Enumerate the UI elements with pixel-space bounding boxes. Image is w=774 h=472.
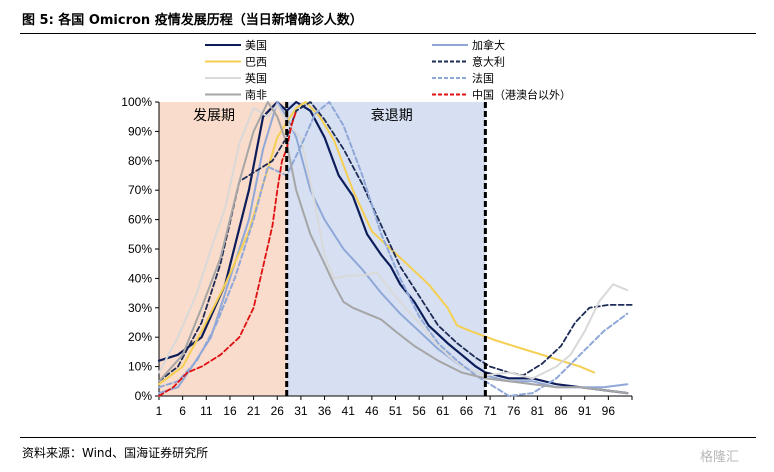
axes: 0%10%20%30%40%50%60%70%80%90%100%1 6 11 16 2… [121, 95, 633, 418]
y-tick-label: 90% [128, 124, 152, 138]
legend-label-france: 法国 [472, 71, 494, 85]
phase-backgrounds [159, 102, 486, 396]
x-tick-label: 16 [223, 404, 237, 418]
y-tick-label: 50% [128, 242, 152, 256]
title-rule [20, 33, 756, 34]
legend-label-brazil: 巴西 [245, 56, 267, 69]
phase-label-1: 发展期 [193, 108, 235, 124]
y-tick-label: 70% [128, 183, 152, 197]
watermark-logo: 格隆汇 [700, 450, 740, 465]
series-line-uk [158, 103, 629, 380]
x-tick-label: 66 [460, 404, 474, 418]
x-tick-label: 86 [554, 404, 568, 418]
x-tick-label: 96 [602, 404, 616, 418]
x-tick-label: 31 [294, 404, 308, 418]
series-line-us [157, 100, 629, 395]
series-lines [157, 100, 633, 397]
x-tick-label: 11 [200, 404, 213, 418]
series-line-france [158, 101, 629, 397]
series-line-south_africa [158, 101, 629, 395]
source-note: 资料来源：Wind、国海证券研究所 [22, 446, 209, 460]
phase-label-2: 衰退期 [371, 107, 413, 124]
y-tick-label: 40% [128, 271, 152, 285]
y-tick-label: 30% [128, 301, 152, 315]
legend-label-canada: 加拿大 [472, 38, 505, 52]
source-rule [20, 437, 756, 438]
y-tick-label: 0% [135, 389, 153, 403]
y-tick-label: 80% [128, 154, 152, 168]
legend-label-south_africa: 南非 [245, 89, 267, 102]
figure-title: 图 5: 各国 Omicron 疫情发展历程（当日新增确诊人数） [22, 13, 363, 28]
x-tick-label: 71 [483, 404, 497, 418]
y-tick-label: 10% [128, 360, 152, 374]
legend-label-uk: 英国 [245, 71, 267, 85]
x-tick-label: 81 [531, 404, 545, 418]
x-tick-label: 6 [179, 404, 186, 418]
y-tick-label: 20% [128, 330, 152, 344]
x-tick-label: 91 [578, 404, 592, 418]
y-tick-label: 60% [128, 213, 152, 227]
x-tick-label: 1 [156, 404, 163, 418]
series-line-brazil [158, 101, 596, 386]
x-tick-label: 76 [507, 404, 521, 418]
x-tick-label: 51 [389, 404, 403, 418]
legend-label-china: 中国（港澳台以外） [472, 88, 571, 102]
x-tick-label: 36 [318, 404, 332, 418]
phase-labels: 发展期 衰退期 [193, 107, 413, 124]
x-tick-label: 46 [365, 404, 379, 418]
legend-label-italy: 意大利 [472, 55, 505, 69]
phase-dividers [285, 102, 487, 396]
x-tick-label: 26 [271, 404, 285, 418]
legend-label-us: 美国 [245, 39, 267, 52]
series-line-italy [158, 101, 633, 383]
x-tick-label: 56 [412, 404, 426, 418]
x-tick-label: 41 [342, 404, 356, 418]
x-tick-label: 21 [247, 404, 261, 418]
x-tick-label: 61 [436, 404, 450, 418]
y-tick-label: 100% [121, 95, 152, 109]
